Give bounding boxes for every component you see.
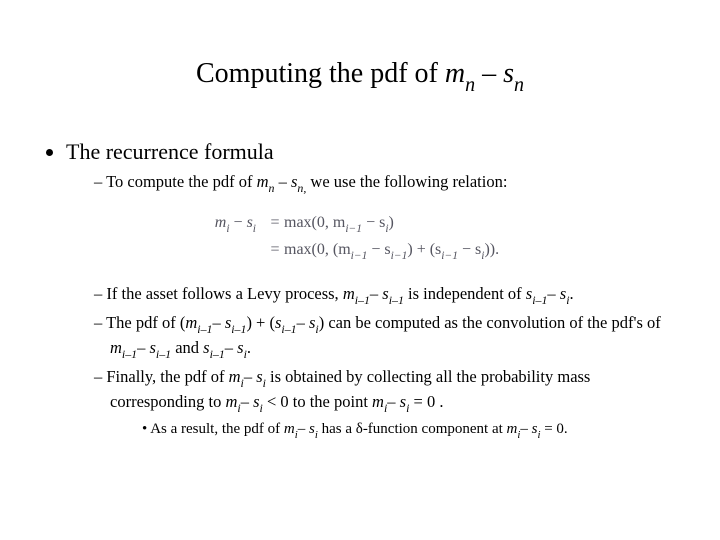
main-bullet-list: The recurrence formula To compute the pd… [44, 139, 676, 441]
dash-item-1: To compute the pdf of mn – sn, we use th… [94, 171, 676, 265]
equation-row-2: = max(0, (mi−1 − si−1) + (si−1 − si)). [206, 237, 676, 265]
title-text: Computing the pdf of [196, 58, 445, 89]
title-var-m: m [445, 58, 465, 89]
main-bullet: The recurrence formula To compute the pd… [66, 139, 676, 441]
title-sub-n2: n [514, 74, 524, 96]
slide-title: Computing the pdf of mn – sn [44, 58, 676, 95]
equation-block: mi − si = max(0, mi−1 − si) = max(0, (mi… [206, 210, 676, 265]
dash-item-2: If the asset follows a Levy process, mi–… [94, 283, 676, 308]
equation-row-1: mi − si = max(0, mi−1 − si) [206, 210, 676, 238]
dot-list: As a result, the pdf of mi– si has a δ-f… [110, 420, 676, 441]
title-dash: – [475, 58, 503, 89]
dash-item-4: Finally, the pdf of mi– si is obtained b… [94, 366, 676, 441]
dot-item-1: As a result, the pdf of mi– si has a δ-f… [142, 420, 676, 441]
dash-item-3: The pdf of (mi–1– si–1) + (si–1– si) can… [94, 312, 676, 362]
main-bullet-text: The recurrence formula [66, 139, 274, 164]
title-sub-n1: n [465, 74, 475, 96]
dash-list: To compute the pdf of mn – sn, we use th… [66, 171, 676, 441]
title-var-s: s [503, 58, 514, 89]
